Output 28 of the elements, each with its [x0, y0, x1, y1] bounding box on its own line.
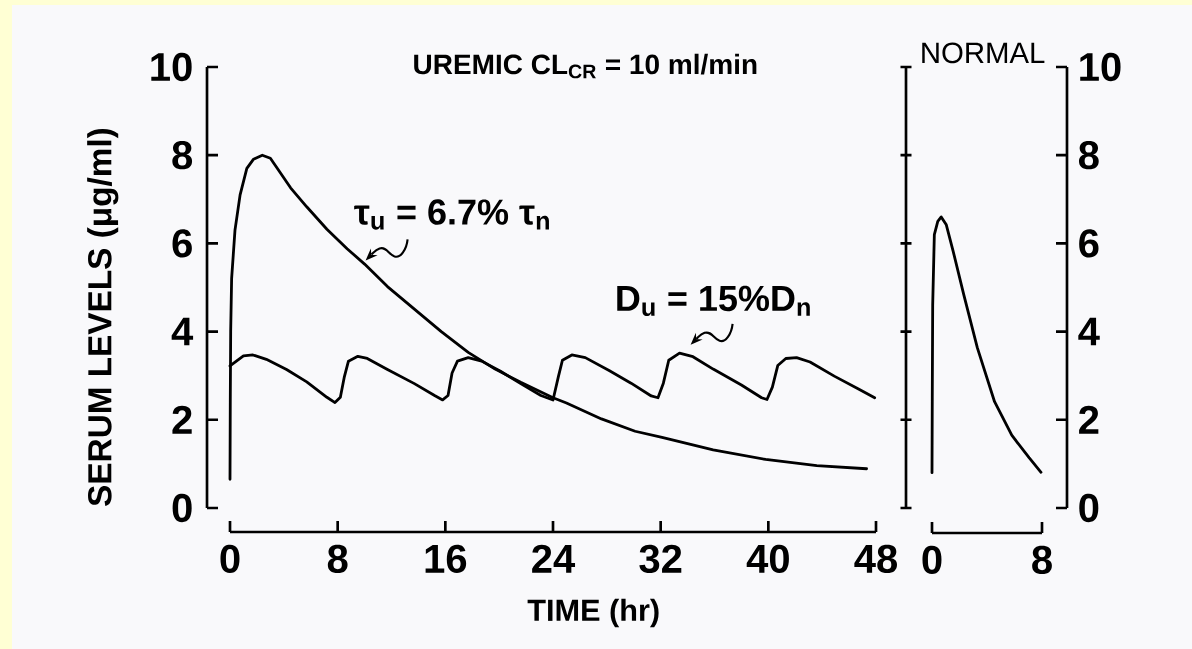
y-tick-label: 2 — [172, 405, 192, 434]
y-tick-label: 0 — [172, 493, 192, 523]
x-tick-label: 48 — [854, 544, 898, 574]
y-axis-title: SERUM LEVELS (μg/ml) — [87, 128, 119, 506]
annotation: τ$_{u}$ = 6.7% τ$_{n}$ — [354, 199, 549, 230]
y-tick-label: 10 — [1080, 52, 1121, 82]
x-tick-label: 0 — [220, 544, 240, 574]
y-tick-label: 6 — [172, 229, 192, 258]
y-tick-label: 4 — [171, 317, 194, 346]
y-tick-label: 4 — [1078, 317, 1100, 346]
y-tick-label: 0 — [1079, 493, 1099, 523]
x-tick-label: 32 — [639, 544, 682, 574]
annotation: D$_{u}$ = 15%D$_{n}$ — [617, 285, 810, 317]
y-tick-label: 6 — [1079, 229, 1099, 258]
x-tick-label: 8 — [1032, 545, 1052, 575]
x-tick-label: 40 — [746, 544, 789, 574]
line-series — [930, 215, 1043, 475]
x-tick-label: 0 — [922, 545, 942, 575]
x-tick-label: 24 — [532, 544, 576, 573]
y-tick-label: 8 — [172, 141, 193, 170]
y-tick-label: 8 — [1078, 141, 1099, 170]
chart-title: UREMIC CL$_{CR}$ = 10 ml/min — [414, 53, 757, 79]
chart-title: NORMAL — [922, 42, 1045, 64]
y-tick-label: 2 — [1079, 405, 1099, 434]
y-tick-label: 10 — [151, 52, 192, 82]
x-tick-label: 8 — [327, 544, 348, 574]
x-axis-title: TIME (hr) — [527, 598, 659, 628]
x-tick-label: 16 — [425, 544, 467, 574]
